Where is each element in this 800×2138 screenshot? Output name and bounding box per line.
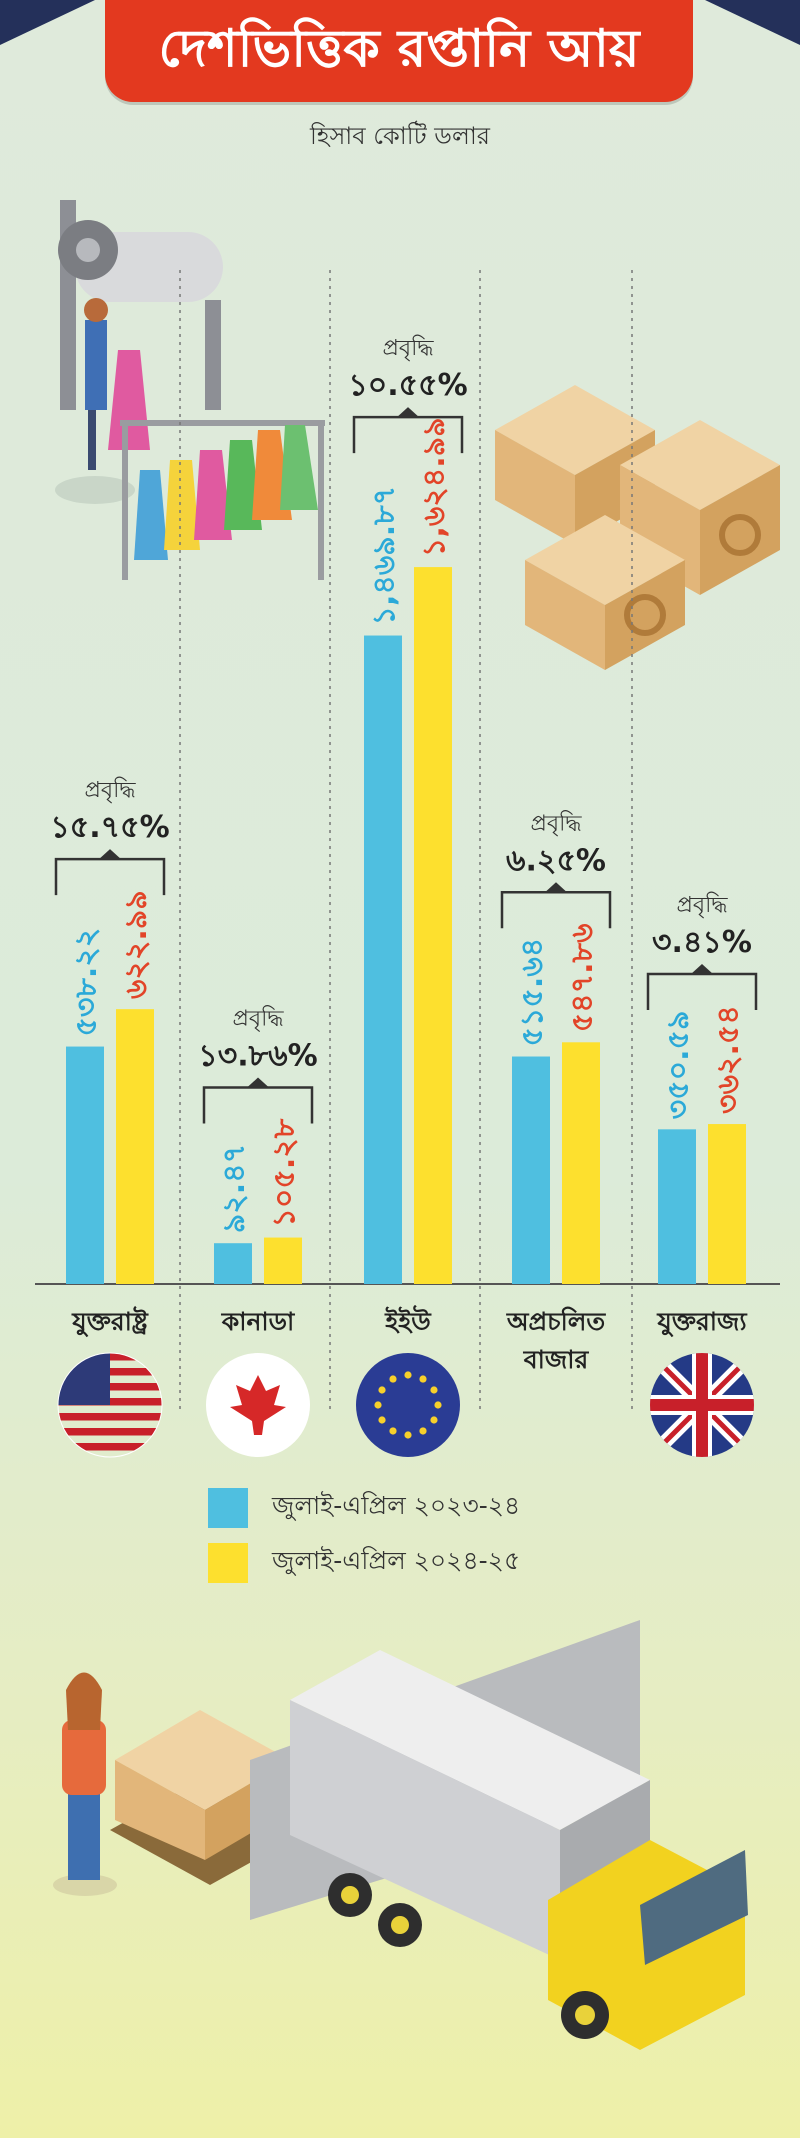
growth-bracket-tip-2 <box>397 407 419 418</box>
eu-flag-star-0 <box>434 1401 442 1409</box>
growth-bracket-0 <box>54 857 166 896</box>
bar-2023-4 <box>658 1129 696 1284</box>
bar-2023-3 <box>512 1056 550 1284</box>
eu-flag-star-5 <box>378 1416 386 1424</box>
page-title: দেশভিত্তিক রপ্তানি আয় <box>105 0 693 102</box>
legend-swatch-2024 <box>208 1542 248 1583</box>
us-flag-stripe-6 <box>58 1443 162 1451</box>
truck-illustration <box>53 1620 748 2050</box>
eu-flag-star-7 <box>378 1386 386 1394</box>
corner-decoration-left <box>0 0 95 45</box>
legend-label-2023: জুলাই-এপ্রিল ২০২৩-২৪ <box>272 1491 521 1520</box>
eu-flag-star-1 <box>430 1416 438 1424</box>
boxes-illustration <box>495 385 780 670</box>
us-flag-stripe-4 <box>58 1413 162 1421</box>
bar-2023-1 <box>214 1243 252 1284</box>
growth-bracket-tip-4 <box>691 964 713 975</box>
growth-bracket-tip-3 <box>545 882 567 893</box>
value-label-2023-4: ৩৫০.৫৯ <box>661 1011 696 1120</box>
eu-flag-star-11 <box>430 1386 438 1394</box>
growth-label-4: প্রবৃদ্ধি <box>676 892 728 918</box>
value-label-2024-4: ৩৬২.৫৪ <box>711 1005 746 1114</box>
eu-flag-star-9 <box>404 1371 412 1379</box>
subtitle: হিসাব কোটি ডলার <box>309 122 491 150</box>
bar-2024-1 <box>264 1237 302 1284</box>
category-label-3-line2: বাজার <box>523 1345 590 1374</box>
growth-bracket-1 <box>202 1086 314 1124</box>
eu-flag-star-8 <box>389 1375 397 1383</box>
growth-bracket-2 <box>352 415 464 454</box>
eu-flag-star-2 <box>419 1427 427 1435</box>
us-flag-canton <box>58 1353 110 1405</box>
legend-item-2023: জুলাই-এপ্রিল ২০২৩-২৪ <box>208 1486 520 1529</box>
category-label-1: কানাডা <box>221 1307 296 1336</box>
corner-decoration-right <box>705 0 800 45</box>
value-label-2023-1: ৯২.৪৭ <box>217 1144 252 1233</box>
category-label-0: যুক্তরাষ্ট্র <box>71 1306 149 1338</box>
growth-value-4: ৩.৪১% <box>652 925 752 960</box>
garment-illustration <box>55 200 325 580</box>
growth-label-3: প্রবৃদ্ধি <box>530 810 582 836</box>
bar-chart: ৫৩৮.২২ ৬২২.৯৯ ১৫.৭৫% প্রবৃদ্ধি যুক্তরাষ্ট্র ৯… <box>35 270 780 1458</box>
value-label-2023-0: ৫৩৮.২২ <box>69 928 104 1037</box>
bar-2023-2 <box>364 635 402 1284</box>
growth-value-1: ১৩.৮৬% <box>198 1039 317 1074</box>
legend-item-2024: জুলাই-এপ্রিল ২০২৪-২৫ <box>208 1541 520 1584</box>
bar-2024-3 <box>562 1042 600 1284</box>
eu-flag-star-6 <box>374 1401 382 1409</box>
growth-bracket-tip-1 <box>247 1077 269 1088</box>
value-label-2024-3: ৫৪৭.৮৬ <box>565 923 600 1032</box>
us-flag-icon <box>57 1352 163 1458</box>
uk-flag-icon <box>696 1353 708 1457</box>
value-label-2024-2: ১,৬২৪.৯৯ <box>417 417 452 557</box>
legend-label-2024: জুলাই-এপ্রিল ২০২৪-২৫ <box>272 1546 521 1575</box>
legend-swatch-2023 <box>208 1487 248 1528</box>
bar-2024-4 <box>708 1124 746 1284</box>
bar-2024-0 <box>116 1009 154 1284</box>
value-label-2024-0: ৬২২.৯৯ <box>119 890 154 999</box>
growth-label-2: প্রবৃদ্ধি <box>382 335 434 361</box>
value-label-2023-2: ১,৪৬৯.৮৭ <box>367 486 402 626</box>
us-flag-stripe-5 <box>58 1428 162 1436</box>
maple-leaf-icon <box>230 1375 286 1435</box>
bar-2024-2 <box>414 567 452 1284</box>
bar-2023-0 <box>66 1046 104 1284</box>
category-label-2: ইইউ <box>384 1305 432 1336</box>
growth-bracket-tip-0 <box>99 849 121 860</box>
eu-flag-icon <box>356 1353 460 1457</box>
growth-bracket-4 <box>646 972 758 1011</box>
growth-label-0: প্রবৃদ্ধি <box>84 777 136 803</box>
growth-value-0: ১৫.৭৫% <box>50 810 169 845</box>
growth-value-2: ১০.৫৫% <box>348 368 467 403</box>
eu-flag-star-4 <box>389 1427 397 1435</box>
growth-label-1: প্রবৃদ্ধি <box>232 1006 284 1032</box>
eu-flag-star-10 <box>419 1375 427 1383</box>
growth-bracket-3 <box>500 891 612 929</box>
category-label-3: অপ্রচলিত <box>506 1306 607 1336</box>
growth-value-3: ৬.২৫% <box>506 843 606 878</box>
value-label-2024-1: ১০৫.২৮ <box>267 1118 302 1227</box>
category-label-4: যুক্তরাজ্য <box>656 1307 748 1338</box>
value-label-2023-3: ৫১৫.৬৪ <box>515 938 550 1047</box>
eu-flag-star-3 <box>404 1431 412 1439</box>
